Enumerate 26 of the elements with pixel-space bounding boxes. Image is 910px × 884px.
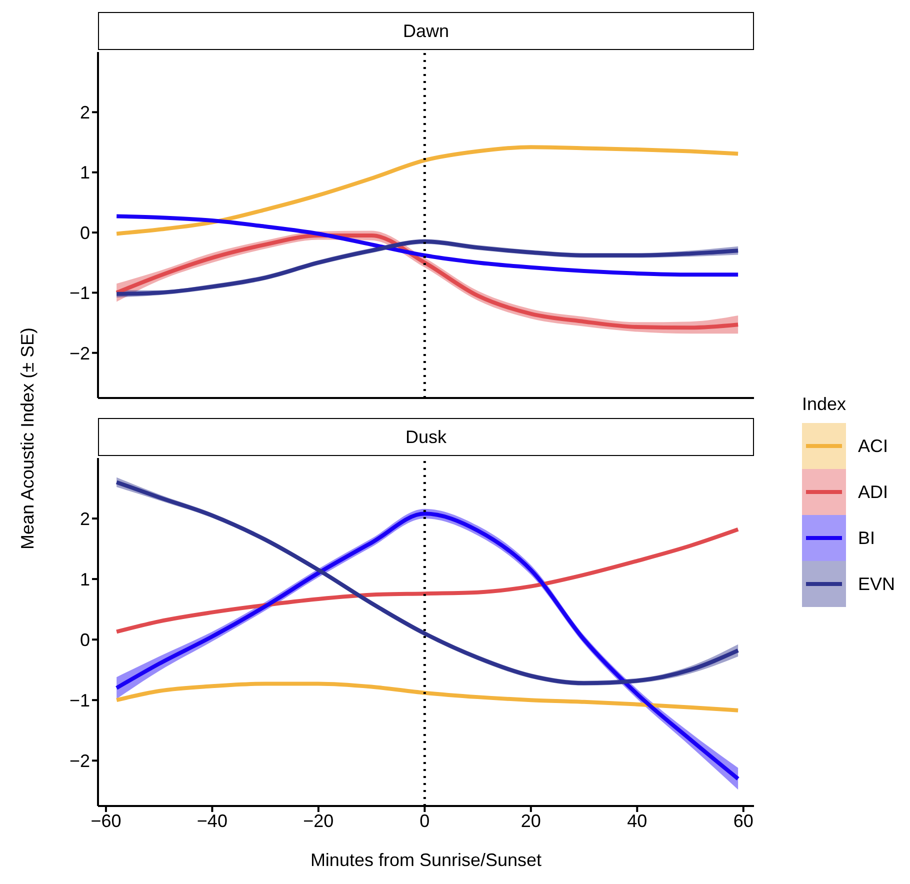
y-tick-label: −2 [69,343,90,364]
y-tick-label: −1 [69,283,90,304]
legend-label: ACI [858,436,888,456]
x-axis-title: Minutes from Sunrise/Sunset [309,850,543,871]
x-tick-label: 40 [627,810,648,831]
x-tick-label: −40 [196,810,228,831]
y-tick-label: 0 [80,222,90,243]
chart-title: Dusk [98,418,754,456]
x-tick-label: 20 [520,810,541,831]
x-tick-label: −60 [90,810,122,831]
x-tick-label: 0 [420,810,430,831]
chart-title: Dawn [98,12,754,50]
y-tick-label: 0 [80,630,90,650]
y-tick-label: 1 [80,569,90,590]
y-axis-title: Mean Acoustic Index (± SE) [18,326,38,552]
legend-title: Index [802,394,848,415]
y-tick-label: 2 [80,508,90,529]
legend-label: ADI [858,482,888,502]
legend-label: EVN [858,574,896,594]
legend-label: BI [858,528,876,548]
y-tick-label: 1 [80,162,90,183]
y-tick-label: −1 [69,690,90,710]
x-tick-label: −20 [303,810,334,831]
y-tick-label: −2 [69,751,90,771]
x-tick-label: 60 [733,810,754,831]
y-tick-label: 2 [80,102,90,123]
